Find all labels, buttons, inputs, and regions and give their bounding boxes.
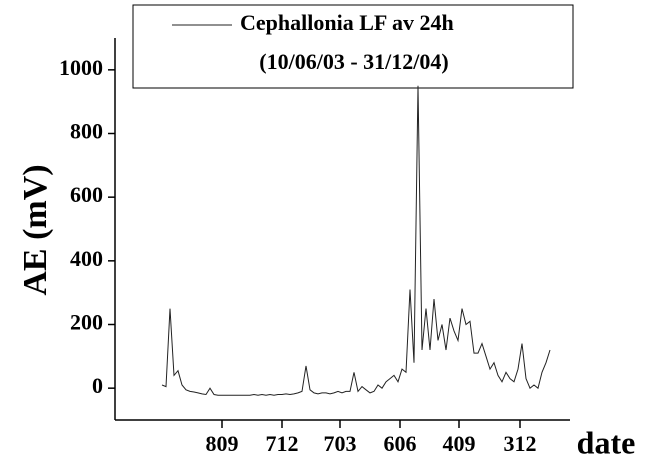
x-tick-label: 703 (324, 431, 357, 456)
x-tick-label: 606 (384, 431, 417, 456)
x-tick-label: 312 (504, 431, 537, 456)
y-tick-label: 1000 (59, 55, 103, 80)
y-tick-label: 800 (70, 119, 103, 144)
legend-title: (10/06/03 - 31/12/04) (259, 49, 448, 74)
y-axis-label: AE (mV) (17, 164, 54, 295)
x-tick-label: 712 (266, 431, 299, 456)
y-tick-label: 400 (70, 246, 103, 271)
data-line (161, 85, 551, 396)
x-axis-label: date (577, 424, 636, 460)
legend-box (132, 4, 574, 89)
y-tick-label: 600 (70, 182, 103, 207)
y-tick-label: 0 (92, 373, 103, 398)
x-tick-label: 409 (443, 431, 476, 456)
legend-label: Cephallonia LF av 24h (240, 10, 454, 35)
y-tick-label: 200 (70, 310, 103, 335)
x-tick-label: 809 (206, 431, 239, 456)
